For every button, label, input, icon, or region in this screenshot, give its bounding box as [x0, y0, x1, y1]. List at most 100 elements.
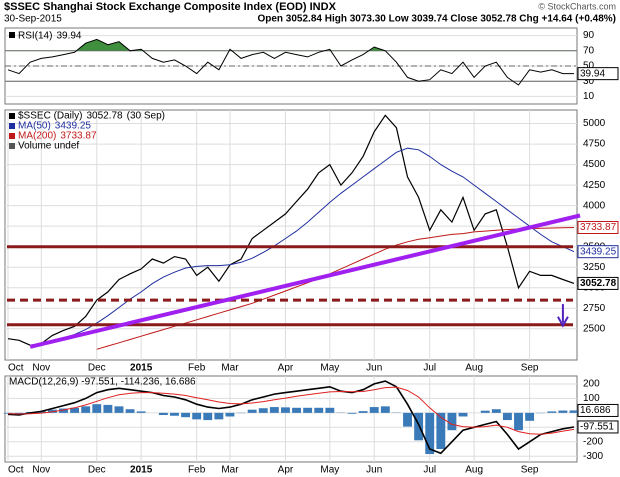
arrow-head: [557, 316, 569, 328]
chart-title: $SSEC Shanghai Stock Exchange Composite …: [4, 1, 337, 13]
x-tick-label: Mar: [221, 363, 239, 374]
y-tick-label: 200: [583, 379, 600, 390]
histogram-bar: [547, 411, 557, 413]
legend-value: 39.94: [56, 31, 81, 42]
value-box: [577, 403, 619, 417]
legend-swatch: [9, 32, 15, 38]
x-tick-label: Sep: [521, 465, 539, 476]
x-tick-label: Dec: [88, 465, 106, 476]
histogram-bar: [380, 406, 390, 413]
value-label: -97.551: [580, 422, 614, 433]
histogram-bar: [59, 408, 68, 413]
y-tick-label: 2500: [583, 323, 606, 334]
y-tick-label: 30: [583, 76, 595, 87]
trendline: [29, 213, 581, 349]
credit: © StockCharts.com: [538, 1, 616, 11]
histogram-bar: [447, 412, 457, 431]
histogram-bar: [136, 411, 146, 413]
histogram-bar: [403, 412, 412, 427]
legend-swatch: [9, 123, 15, 129]
histogram-bar: [569, 410, 579, 413]
histogram-bar: [347, 412, 357, 414]
x-tick-label: Feb: [188, 465, 206, 476]
histogram-bar: [358, 411, 368, 413]
x-tick-label: Dec: [88, 363, 106, 374]
histogram-bar: [247, 409, 257, 413]
x-tick-label: May: [320, 363, 339, 374]
histogram-bar: [281, 407, 290, 413]
histogram-bar: [480, 410, 490, 413]
histogram-bar: [314, 407, 324, 413]
histogram-bar: [491, 409, 501, 413]
histogram-bar: [214, 412, 224, 420]
value-box: [577, 276, 619, 290]
x-tick-label: Nov: [32, 465, 50, 476]
y-tick-label: 90: [583, 30, 595, 41]
legend-date: (30 Sep): [127, 111, 165, 122]
histogram-bar: [303, 407, 313, 413]
histogram-bar: [3, 412, 13, 414]
value-label: 3733.87: [580, 222, 617, 233]
legend-name: MA(50): [18, 121, 51, 132]
panel-frame: [4, 375, 578, 463]
legend-value: 3439.25: [55, 121, 92, 132]
legend-value: 3733.87: [60, 131, 97, 142]
histogram-bar: [192, 412, 202, 420]
value-box: [577, 220, 619, 234]
y-tick-label: 4250: [583, 180, 606, 191]
legend-swatch: [9, 143, 15, 149]
volume-label: Volume undef: [18, 141, 79, 152]
histogram-bar: [14, 412, 24, 414]
x-tick-label: Apr: [278, 363, 294, 374]
value-label: 3439.25: [580, 246, 617, 257]
x-tick-label: 2015: [130, 465, 153, 476]
histogram-bar: [436, 412, 446, 449]
y-tick-label: 50: [583, 61, 595, 72]
macd-line: [7, 380, 575, 455]
histogram-bar: [125, 409, 135, 413]
y-tick-label: 70: [583, 45, 595, 56]
value-box: [577, 245, 619, 259]
y-tick-label: 5000: [583, 118, 606, 129]
legend-name: $SSEC (Daily): [18, 111, 82, 122]
legend-swatch: [9, 133, 15, 139]
rsi-line: [7, 38, 574, 86]
histogram-bar: [158, 412, 168, 416]
histogram-bar: [114, 406, 124, 413]
x-tick-label: Nov: [32, 363, 50, 374]
price-line: [7, 114, 575, 346]
x-tick-label: Aug: [465, 363, 483, 374]
histogram-bar: [292, 407, 301, 413]
value-box: [577, 67, 619, 81]
legend-name: MA(200): [18, 131, 56, 142]
histogram-bar: [92, 404, 102, 413]
histogram-bar: [525, 412, 535, 421]
x-tick-label: Oct: [8, 465, 24, 476]
histogram-bar: [225, 412, 235, 417]
histogram-bar: [425, 412, 435, 455]
x-tick-label: May: [320, 465, 339, 476]
macd-legend: MACD(12,26,9) -97.551, -114.236, 16.686: [9, 377, 196, 388]
histogram-bar: [70, 407, 80, 413]
x-tick-label: Jul: [423, 465, 436, 476]
quote: Open 3052.84 High 3073.30 Low 3039.74 Cl…: [257, 14, 616, 25]
overbought-fill: [76, 39, 386, 51]
histogram-bar: [502, 412, 512, 421]
histogram-bar: [514, 412, 523, 431]
panel-frame: [4, 109, 578, 361]
value-box: [577, 420, 619, 434]
x-tick-label: Jun: [366, 465, 382, 476]
histogram-bar: [103, 404, 113, 413]
histogram-bar: [414, 412, 424, 441]
value-label: 39.94: [580, 68, 605, 79]
y-tick-label: 4500: [583, 159, 606, 170]
legend-swatch: [9, 113, 15, 119]
moving-average: [30, 147, 575, 347]
x-tick-label: Feb: [188, 363, 206, 374]
x-tick-label: Sep: [521, 363, 539, 374]
histogram-bar: [170, 412, 179, 416]
histogram-bar: [81, 406, 91, 413]
y-tick-label: -300: [583, 451, 603, 462]
histogram-bar: [369, 407, 379, 413]
